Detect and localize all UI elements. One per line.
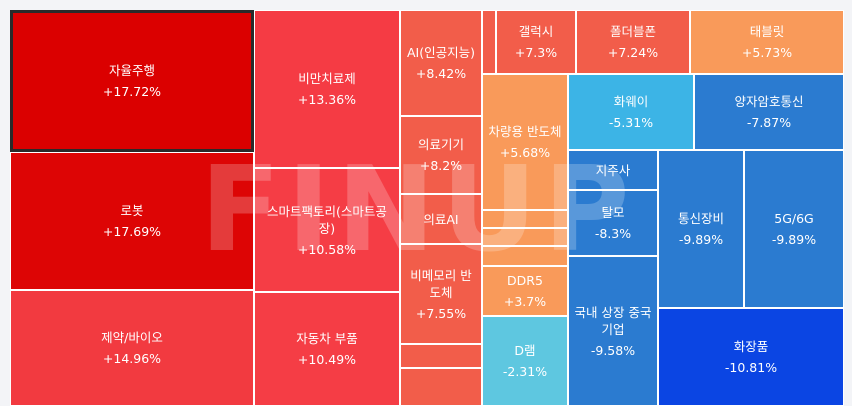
theme-change-rate: -10.81% (724, 360, 778, 375)
theme-name: 의료기기 (417, 137, 464, 152)
theme-change-rate: +7.3% (514, 45, 558, 60)
theme-change-rate: -9.89% (678, 232, 724, 247)
theme-name: 화웨이 (613, 94, 649, 109)
theme-tile-29[interactable]: 화장품 -10.81% (658, 308, 844, 406)
theme-name: 화장품 (733, 339, 769, 354)
theme-change-rate: +8.2% (419, 158, 463, 173)
theme-name: D램 (514, 343, 536, 358)
theme-name: 갤럭시 (518, 24, 554, 39)
theme-tile-6[interactable]: AI(인공지능) +8.42% (400, 10, 482, 116)
theme-change-rate: -5.31% (608, 115, 654, 130)
theme-name: 의료AI (423, 211, 459, 227)
theme-tile-4[interactable]: 스마트팩토리(스마트공장) +10.58% (254, 168, 400, 292)
theme-tile-13[interactable]: 갤럭시 +7.3% (496, 10, 576, 74)
theme-name: 자율주행 (108, 63, 155, 78)
theme-tile-16[interactable]: 차량용 반도체 +5.68% (482, 74, 568, 210)
theme-tile-3[interactable]: 비만치료제 +13.36% (254, 10, 400, 168)
theme-tile-22[interactable]: 화웨이 -5.31% (568, 74, 694, 150)
theme-change-rate: +17.72% (102, 84, 162, 99)
theme-name: 통신장비 (677, 211, 724, 226)
theme-change-rate: +3.7% (503, 294, 547, 309)
theme-name: 차량용 반도체 (488, 124, 562, 139)
theme-change-rate: +10.49% (297, 352, 357, 367)
theme-change-rate: +17.69% (102, 224, 162, 239)
theme-name: 지주사 (595, 162, 631, 178)
theme-name: 스마트팩토리(스마트공장) (267, 203, 387, 236)
theme-change-rate: +10.58% (297, 241, 357, 257)
theme-tile-25[interactable]: 탈모 -8.3% (568, 190, 658, 256)
theme-name: 자동차 부품 (296, 331, 358, 346)
theme-name: 비메모리 반도체 (410, 267, 472, 300)
theme-change-rate: +13.36% (297, 92, 357, 107)
theme-change-rate: +5.68% (499, 145, 551, 160)
theme-change-rate: -9.89% (771, 232, 817, 247)
theme-tile-5[interactable]: 자동차 부품 +10.49% (254, 292, 400, 406)
theme-name: 제약/바이오 (101, 330, 163, 345)
theme-change-rate: -2.31% (502, 364, 548, 379)
theme-change-rate: -8.3% (594, 226, 632, 241)
theme-name: 탈모 (601, 205, 625, 220)
theme-tile-28[interactable]: 5G/6G -9.89% (744, 150, 844, 308)
theme-name: 국내 상장 중국기업 (574, 304, 652, 337)
theme-tile-12[interactable] (482, 10, 496, 74)
theme-change-rate: -9.58% (590, 342, 636, 358)
theme-tile-24[interactable]: 지주사 (568, 150, 658, 190)
theme-tile-20[interactable]: DDR5 +3.7% (482, 266, 568, 316)
theme-tile-2[interactable]: 제약/바이오 +14.96% (10, 290, 254, 406)
theme-tile-11[interactable] (400, 368, 482, 406)
theme-name: AI(인공지능) (407, 45, 475, 60)
theme-change-rate: +7.24% (607, 45, 659, 60)
theme-tile-10[interactable] (400, 344, 482, 368)
theme-tile-23[interactable]: 양자암호통신 -7.87% (694, 74, 844, 150)
theme-tile-9[interactable]: 비메모리 반도체 +7.55% (400, 244, 482, 344)
theme-name: 폴더블폰 (609, 24, 656, 39)
theme-tile-15[interactable]: 태블릿 +5.73% (690, 10, 844, 74)
theme-tile-18[interactable] (482, 228, 568, 246)
theme-tile-1[interactable]: 로봇 +17.69% (10, 152, 254, 290)
theme-tile-7[interactable]: 의료기기 +8.2% (400, 116, 482, 194)
theme-change-rate: +8.42% (415, 66, 467, 81)
theme-name: 로봇 (120, 203, 144, 218)
theme-name: 양자암호통신 (734, 94, 804, 109)
theme-change-rate: +14.96% (102, 351, 162, 366)
theme-tile-27[interactable]: 통신장비 -9.89% (658, 150, 744, 308)
theme-change-rate: +7.55% (415, 305, 467, 321)
theme-tile-17[interactable] (482, 210, 568, 228)
theme-tile-8[interactable]: 의료AI (400, 194, 482, 244)
theme-name: 5G/6G (774, 211, 814, 226)
theme-name: 비만치료제 (298, 71, 356, 86)
theme-change-rate: +5.73% (741, 45, 793, 60)
theme-tile-0[interactable]: 자율주행 +17.72% (10, 10, 254, 152)
theme-name: DDR5 (507, 273, 543, 288)
theme-name: 태블릿 (749, 24, 785, 39)
theme-tile-14[interactable]: 폴더블폰 +7.24% (576, 10, 690, 74)
theme-tile-21[interactable]: D램 -2.31% (482, 316, 568, 406)
theme-tile-26[interactable]: 국내 상장 중국기업 -9.58% (568, 256, 658, 406)
theme-change-rate: -7.87% (746, 115, 792, 130)
theme-tile-19[interactable] (482, 246, 568, 266)
